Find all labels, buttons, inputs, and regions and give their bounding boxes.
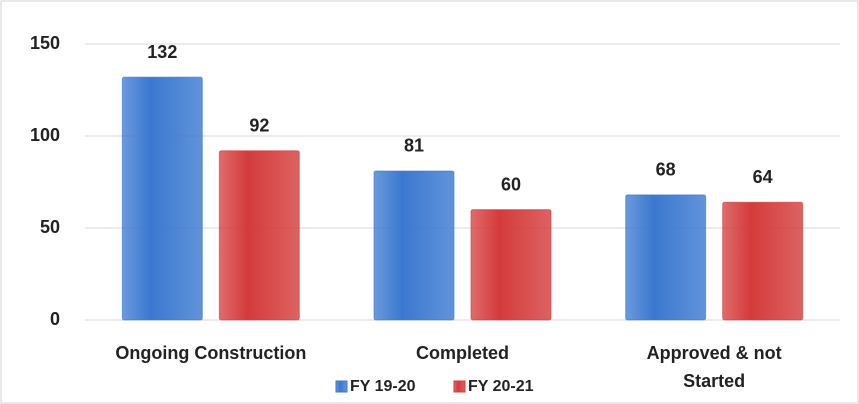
data-label: 81: [404, 136, 424, 156]
data-label: 92: [249, 115, 269, 135]
y-tick-label: 50: [40, 217, 60, 237]
y-tick-label: 0: [50, 309, 60, 329]
data-label: 132: [147, 42, 177, 62]
bar: [625, 194, 707, 321]
legend-label: FY 20-21: [468, 378, 534, 395]
legend-swatch: [453, 380, 466, 393]
data-label: 60: [501, 174, 521, 194]
data-label: 64: [753, 167, 773, 187]
x-tick-label: Completed: [416, 343, 509, 363]
x-tick-label: Ongoing Construction: [115, 343, 306, 363]
bar: [470, 209, 552, 321]
legend-swatch: [335, 380, 348, 393]
bar: [722, 201, 804, 321]
x-tick-label: Approved & not Started: [647, 343, 782, 391]
bar: [218, 150, 300, 321]
bar: [373, 170, 455, 321]
data-label: 68: [656, 160, 676, 180]
legend-label: FY 19-20: [350, 378, 416, 395]
y-tick-label: 150: [30, 33, 60, 53]
x-tick-label-line: Started: [683, 371, 745, 391]
y-tick-label: 100: [30, 125, 60, 145]
bar: [121, 76, 203, 321]
x-tick-label-line: Approved & not: [647, 343, 782, 363]
